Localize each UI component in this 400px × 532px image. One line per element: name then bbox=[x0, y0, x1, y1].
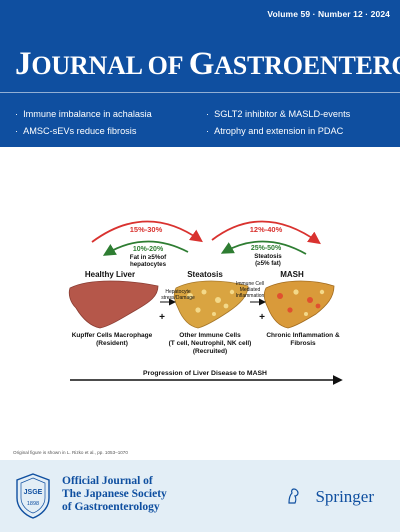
masld-progression-diagram: 15%-30% 10%-20% Fat in ≥5%of hepatocytes… bbox=[68, 220, 343, 385]
mash-liver-icon bbox=[263, 280, 335, 329]
official-line: of Gastroenterology bbox=[62, 501, 160, 513]
stage-label: Healthy Liver bbox=[85, 270, 135, 279]
note-label: hepatocytes bbox=[130, 261, 167, 268]
cell-label: Other Immune Cells bbox=[179, 332, 241, 339]
green-back-arrow-right bbox=[220, 240, 307, 255]
highlight-item[interactable]: · SGLT2 inhibitor & MASLD-events bbox=[206, 109, 350, 119]
transition-label: Immune Cell bbox=[236, 281, 264, 287]
stage-label: MASH bbox=[280, 270, 304, 279]
cell-label: (Recruited) bbox=[193, 348, 227, 355]
fatty-liver-icon bbox=[173, 280, 249, 329]
cell-label: (T cell, Neutrophil, NK cell) bbox=[169, 340, 252, 347]
stage-label: Steatosis bbox=[187, 270, 223, 279]
official-line: The Japanese Society bbox=[62, 488, 167, 500]
bullet: · bbox=[15, 109, 19, 119]
green-back-arrow-left bbox=[102, 240, 189, 256]
seal-year: 1898 bbox=[27, 501, 39, 507]
highlight-item[interactable]: · Immune imbalance in achalasia bbox=[15, 109, 152, 119]
bullet: · bbox=[206, 126, 210, 136]
progression-label: Progression of Liver Disease to MASH bbox=[143, 370, 267, 377]
red-forward-arrow-left bbox=[91, 220, 203, 243]
official-journal-text: Official Journal of The Japanese Society… bbox=[62, 475, 167, 514]
red-forward-arrow-right bbox=[211, 220, 321, 245]
title-part-ournal-of: OURNAL OF bbox=[31, 51, 189, 80]
journal-title: JOURNAL OF GASTROENTEROLOGY bbox=[15, 48, 400, 81]
highlight-label: SGLT2 inhibitor & MASLD-events bbox=[214, 109, 351, 119]
bullet: · bbox=[15, 126, 19, 136]
note-label: Steatosis bbox=[254, 253, 282, 260]
transition-label: Hepatocyte bbox=[165, 289, 191, 295]
official-line: Official Journal of bbox=[62, 475, 153, 487]
cover-figure: 15%-30% 10%-20% Fat in ≥5%of hepatocytes… bbox=[0, 210, 400, 400]
jsge-seal-icon: JSGE 1898 bbox=[16, 473, 50, 519]
transition-label: Mediated bbox=[240, 287, 261, 293]
cell-label: Kupffer Cells Macrophage bbox=[72, 332, 153, 339]
highlight-label: Atrophy and extension in PDAC bbox=[214, 126, 344, 136]
seal-text: JSGE bbox=[24, 489, 43, 496]
rate-label: 10%-20% bbox=[133, 246, 164, 253]
volume-issue: Volume 59 · Number 12 · 2024 bbox=[267, 9, 390, 19]
title-initial-g: G bbox=[188, 46, 215, 82]
rate-label: 25%-50% bbox=[251, 245, 282, 252]
note-label: (≥5% fat) bbox=[255, 260, 281, 267]
title-part-astroenterology: ASTROENTEROLOGY bbox=[214, 51, 400, 80]
cell-label: Fibrosis bbox=[290, 340, 316, 347]
transition-label: stress/Damage bbox=[161, 295, 195, 301]
title-initial-j: J bbox=[15, 46, 32, 82]
highlight-item[interactable]: · AMSC-sEVs reduce fibrosis bbox=[15, 126, 136, 136]
highlight-item[interactable]: · Atrophy and extension in PDAC bbox=[206, 126, 343, 136]
cell-label: Chronic Inflammation & bbox=[266, 332, 340, 339]
cover-footer: JSGE 1898 Official Journal of The Japane… bbox=[0, 460, 400, 532]
transition-label: Inflammation bbox=[236, 293, 265, 299]
note-label: Fat in ≥5%of bbox=[130, 254, 167, 261]
figure-credit: Original figure is shown in L. Rizko et … bbox=[13, 450, 128, 455]
bullet: · bbox=[206, 109, 210, 119]
springer-horse-icon bbox=[288, 488, 299, 504]
cell-label: (Resident) bbox=[96, 340, 128, 347]
highlight-label: Immune imbalance in achalasia bbox=[23, 109, 152, 119]
highlight-label: AMSC-sEVs reduce fibrosis bbox=[23, 126, 137, 136]
header-divider bbox=[0, 92, 400, 93]
plus-sign: + bbox=[159, 312, 165, 323]
rate-label: 15%-30% bbox=[130, 225, 163, 234]
cover-header: Volume 59 · Number 12 · 2024 JOURNAL OF … bbox=[0, 0, 400, 147]
healthy-liver-icon bbox=[68, 280, 159, 329]
rate-label: 12%-40% bbox=[250, 225, 283, 234]
plus-sign: + bbox=[259, 312, 265, 323]
publisher-logo[interactable]: Springer bbox=[315, 487, 374, 506]
